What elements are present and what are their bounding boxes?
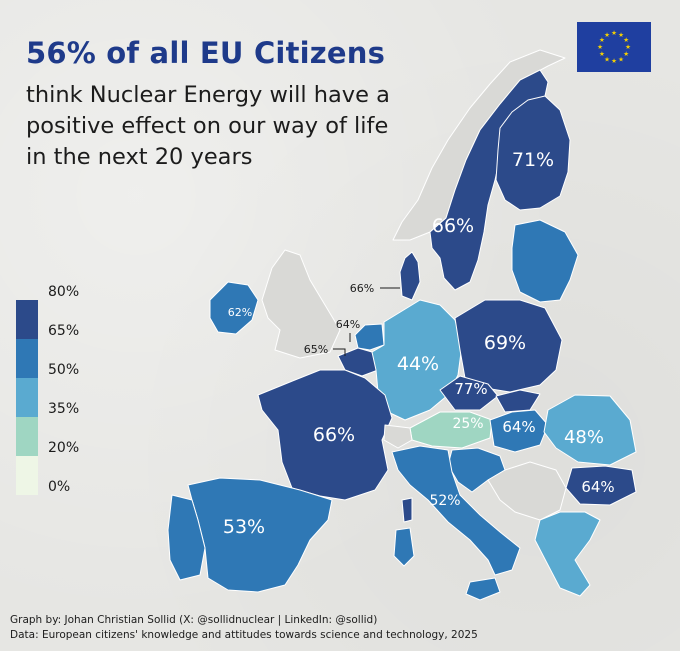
region-portugal <box>167 494 206 581</box>
label-sweden: 66% <box>432 215 474 237</box>
subtitle-line: in the next 20 years <box>26 144 253 170</box>
subtitle-line: positive effect on our way of life <box>26 113 389 139</box>
label-italy: 52% <box>429 493 460 509</box>
label-belgium: 65% <box>304 343 328 356</box>
eu-star-icon: ★ <box>599 36 605 44</box>
region-greece <box>534 511 601 597</box>
region-poland <box>454 299 563 393</box>
region-corsica <box>401 497 413 523</box>
source-text: Data: European citizens' knowledge and a… <box>10 629 478 641</box>
eu-star-icon: ★ <box>597 43 603 51</box>
region-balkans <box>487 461 567 521</box>
region-romania <box>543 394 637 466</box>
region-sicily <box>465 577 501 601</box>
label-finland: 71% <box>512 149 554 171</box>
page-subtitle: think Nuclear Energy will have a positiv… <box>26 80 406 173</box>
eu-star-icon: ★ <box>604 55 610 63</box>
legend-swatch-0-20 <box>16 456 38 495</box>
label-ireland: 62% <box>228 306 252 319</box>
eu-star-icon: ★ <box>623 50 629 58</box>
eu-star-icon: ★ <box>618 31 624 39</box>
eu-star-icon: ★ <box>618 55 624 63</box>
eu-star-icon: ★ <box>611 29 617 37</box>
legend-label: 20% <box>48 440 80 456</box>
label-bulgaria: 64% <box>581 478 614 496</box>
label-netherlands: 64% <box>336 318 360 331</box>
region-bulgaria <box>565 465 637 506</box>
region-austria <box>409 411 493 449</box>
label-czechia: 77% <box>454 380 487 398</box>
subtitle-line: think Nuclear Energy will have a <box>26 82 390 108</box>
legend-swatch-50-65 <box>16 339 38 378</box>
credit-text: Graph by: Johan Christian Sollid (X: @so… <box>10 614 378 626</box>
region-ireland <box>209 281 259 335</box>
legend-swatch-35-50 <box>16 378 38 417</box>
label-romania: 48% <box>564 427 604 448</box>
eu-star-icon: ★ <box>599 50 605 58</box>
region-baltics <box>511 219 579 303</box>
page-title: 56% of all EU Citizens <box>26 36 386 70</box>
legend-label: 0% <box>48 479 71 495</box>
eu-star-icon: ★ <box>625 43 631 51</box>
eu-star-icon: ★ <box>623 36 629 44</box>
eu-flag-icon: ★ ★★★★★★★★★★★ <box>577 22 651 72</box>
label-spain: 53% <box>223 516 265 538</box>
label-denmark: 66% <box>350 282 374 295</box>
legend-swatch-20-35 <box>16 417 38 456</box>
region-switzerland <box>383 424 413 449</box>
legend-label: 80% <box>48 284 80 300</box>
label-poland: 69% <box>484 332 526 354</box>
label-austria: 25% <box>452 416 483 432</box>
region-france <box>257 369 393 501</box>
region-uk <box>261 249 341 359</box>
region-hungary <box>489 409 549 453</box>
label-france: 66% <box>313 424 355 446</box>
region-sardinia <box>393 527 415 567</box>
region-slovakia <box>495 389 541 413</box>
legend-label: 35% <box>48 401 80 417</box>
region-finland <box>495 95 571 211</box>
region-denmark <box>399 251 421 301</box>
label-hungary: 64% <box>502 418 535 436</box>
label-germany: 44% <box>397 353 439 375</box>
legend-label: 65% <box>48 323 80 339</box>
legend-label: 50% <box>48 362 80 378</box>
region-italy <box>391 445 521 576</box>
eu-star-icon: ★ <box>611 57 617 65</box>
eu-star-icon: ★ <box>604 31 610 39</box>
callout-line-belgium <box>333 348 346 356</box>
legend-swatch-65-80 <box>16 300 38 339</box>
